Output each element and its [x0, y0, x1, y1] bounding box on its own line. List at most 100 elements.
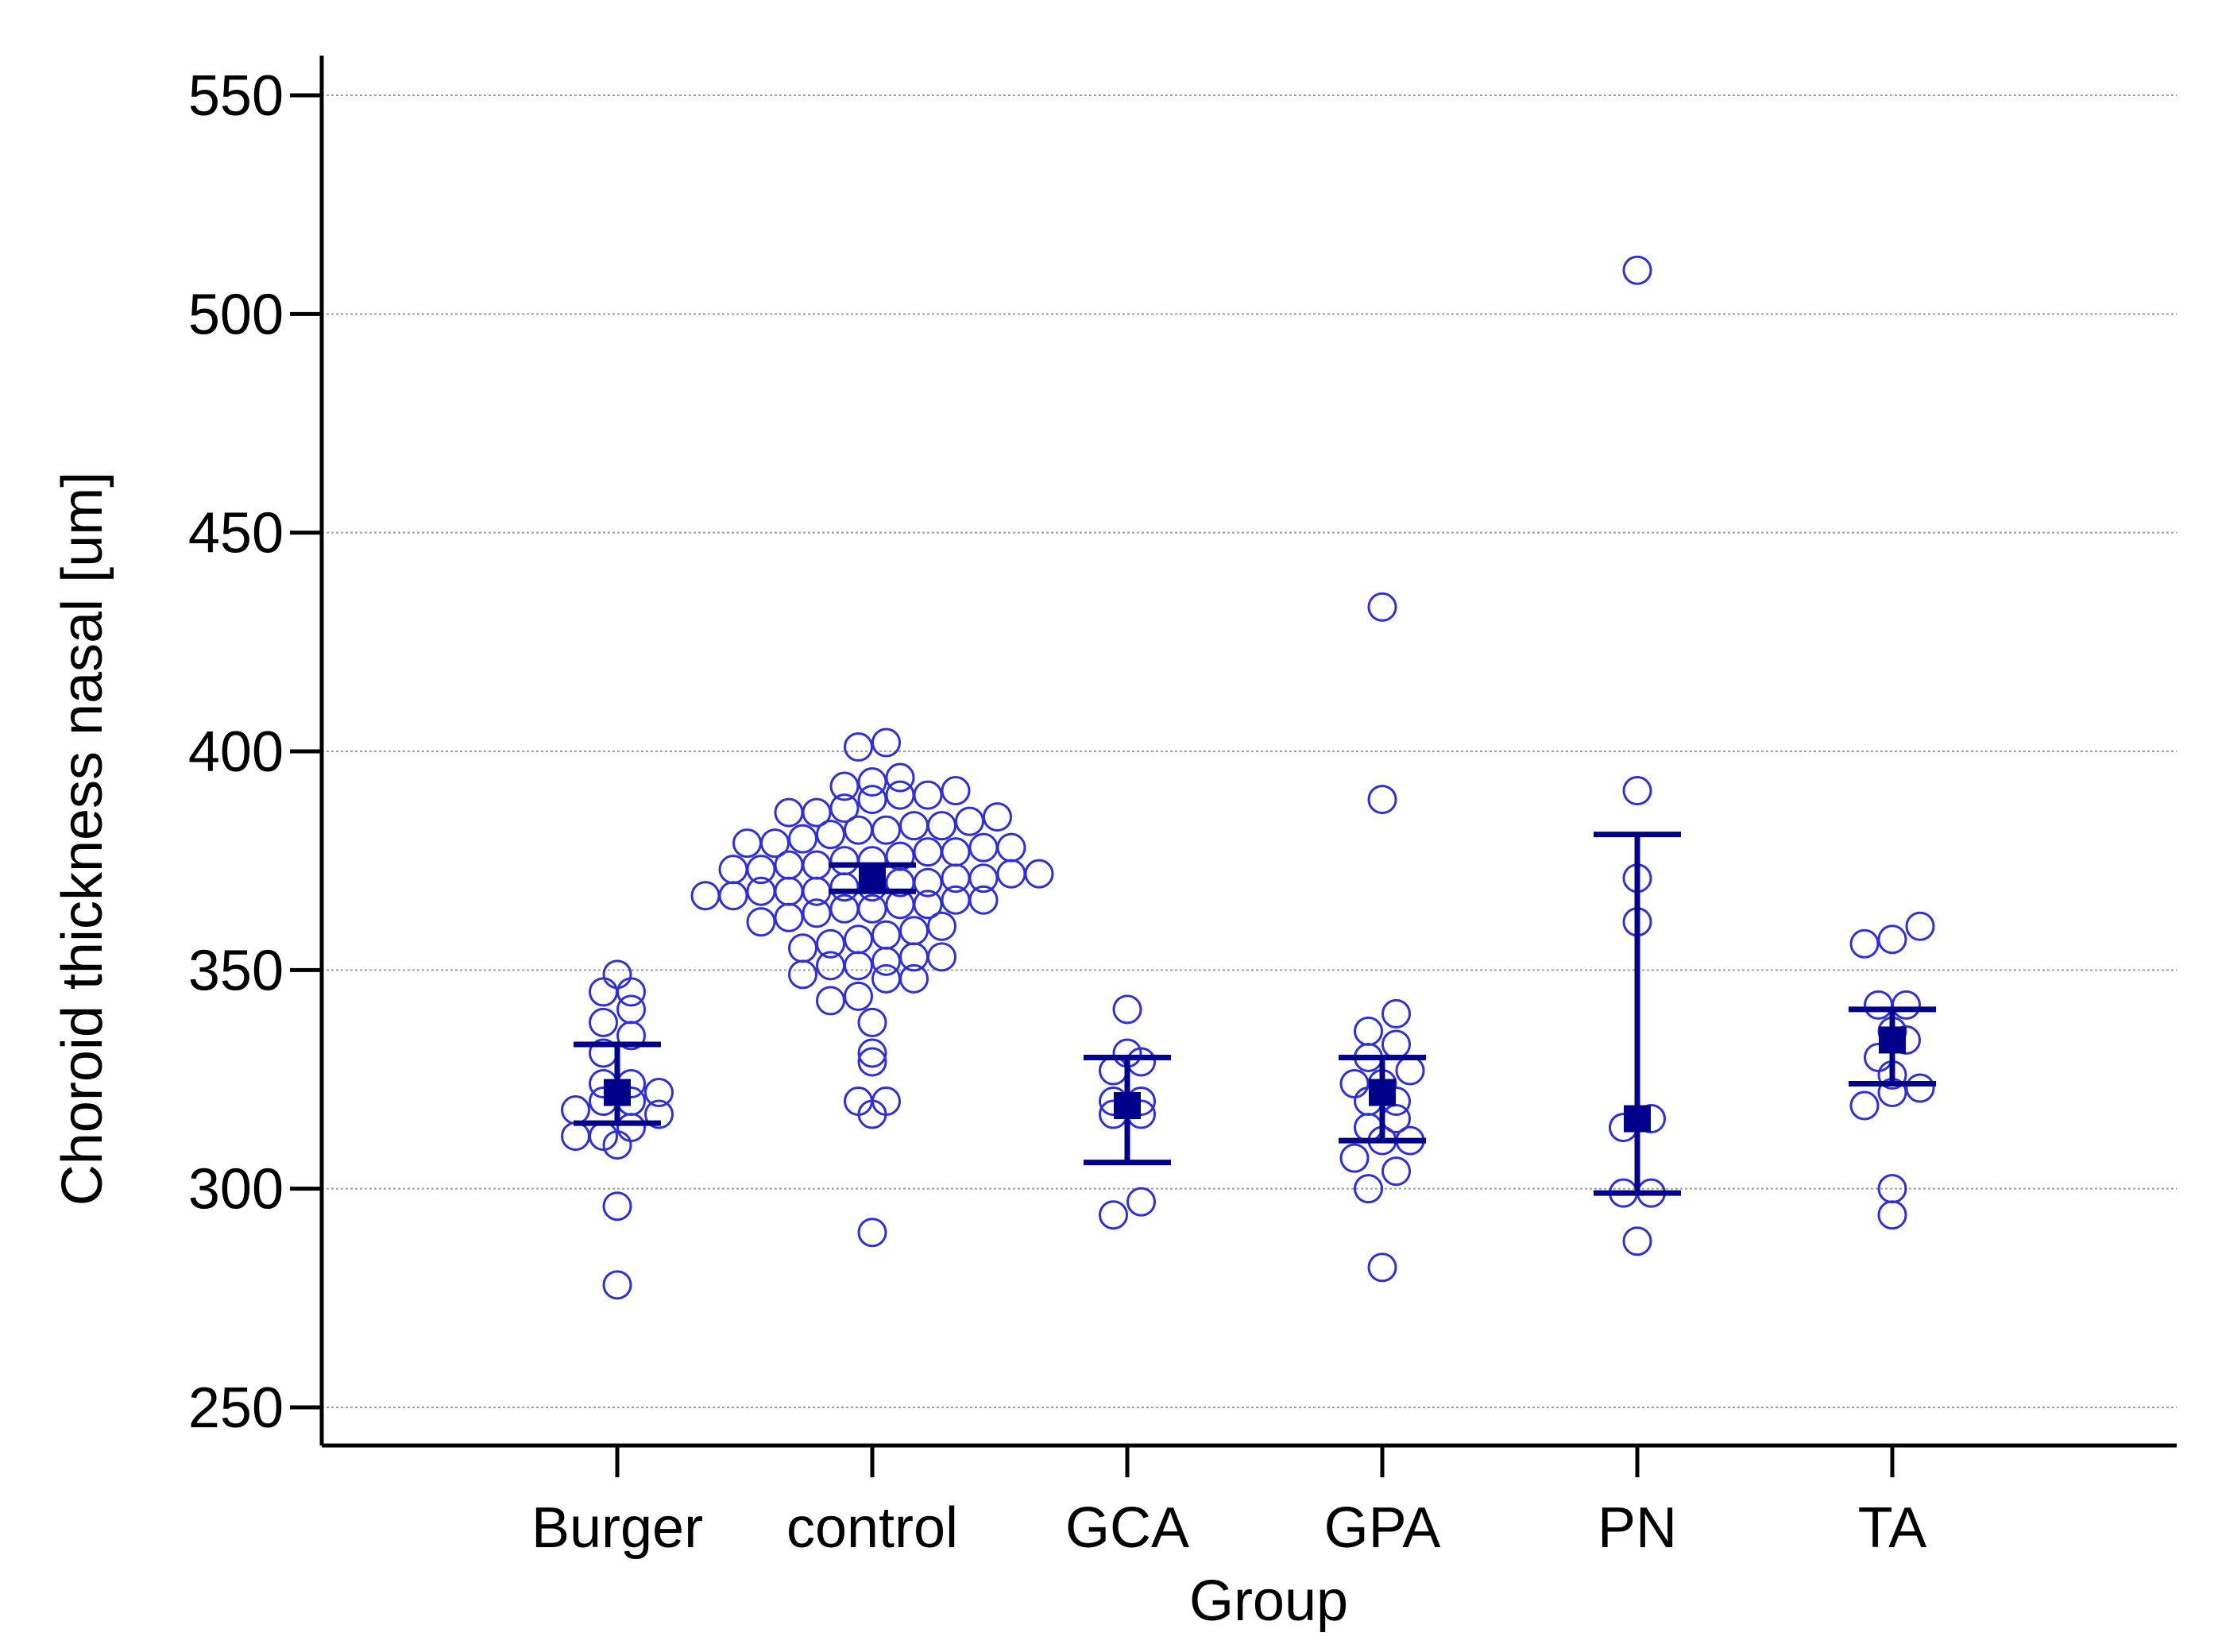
- data-point-control: [829, 771, 860, 801]
- data-point-burger: [644, 1078, 674, 1108]
- data-point-control: [955, 806, 984, 836]
- x-axis: Burger control GCA GPA PN TA: [322, 1443, 2177, 1560]
- data-point-control: [996, 832, 1026, 863]
- data-point-ta: [1891, 990, 1921, 1020]
- data-point-control: [983, 802, 1012, 832]
- data-point-control: [857, 1038, 887, 1068]
- y-axis: 250 300 350 400 450 500 550: [188, 56, 324, 1446]
- data-point-control: [913, 867, 943, 897]
- data-point-ta: [1864, 990, 1893, 1020]
- data-point-control: [927, 811, 956, 841]
- data-point-control: [816, 928, 845, 959]
- data-point-control: [857, 785, 887, 815]
- x-tick-label-burger: Burger: [531, 1496, 703, 1560]
- mean-marker-control: [859, 864, 886, 892]
- data-point-control: [746, 855, 776, 885]
- y-tick-label: 400: [188, 720, 284, 784]
- data-point-control: [774, 902, 804, 932]
- data-point-control: [927, 942, 956, 972]
- data-point-control: [1024, 859, 1054, 889]
- data-point-control: [857, 894, 887, 924]
- data-point-control: [913, 890, 943, 920]
- data-point-gpa: [1395, 1056, 1425, 1086]
- data-point-gpa: [1381, 998, 1411, 1029]
- y-tick-label: 350: [188, 939, 284, 1002]
- data-point-gpa: [1381, 1029, 1411, 1060]
- mean-marker-burger: [604, 1079, 631, 1106]
- data-point-burger: [616, 994, 646, 1025]
- x-tick-label-gpa: GPA: [1324, 1496, 1441, 1560]
- mean-marker-gca: [1114, 1092, 1141, 1120]
- data-point-burger: [561, 1095, 590, 1125]
- data-point-gpa: [1354, 1174, 1383, 1204]
- data-point-control: [857, 1007, 887, 1037]
- data-point-control: [746, 907, 776, 937]
- data-point-gca: [1126, 1187, 1156, 1217]
- data-point-control: [718, 855, 748, 885]
- data-point-gca: [1099, 1200, 1128, 1230]
- data-point-pn: [1622, 776, 1652, 806]
- data-point-control: [788, 824, 817, 854]
- data-point-control: [732, 828, 762, 859]
- y-axis-title: Choroid thickness nasal [um]: [51, 472, 114, 1206]
- data-point-burger: [602, 1191, 632, 1222]
- data-point-control: [829, 846, 860, 876]
- data-point-gca: [1112, 994, 1142, 1025]
- data-point-pn: [1622, 255, 1652, 285]
- data-point-control: [941, 776, 971, 806]
- data-point-control: [871, 728, 901, 758]
- x-tick-label-control: control: [786, 1496, 958, 1560]
- data-point-gpa: [1339, 1069, 1370, 1099]
- data-points: [561, 255, 1935, 1300]
- data-point-burger: [561, 1121, 590, 1152]
- data-point-control: [871, 1087, 901, 1117]
- data-point-control: [899, 963, 929, 994]
- y-tick-label: 550: [188, 64, 284, 128]
- data-point-ta: [1877, 1174, 1907, 1204]
- data-point-control: [968, 885, 999, 915]
- data-point-control: [774, 797, 804, 828]
- data-point-ta: [1877, 924, 1907, 955]
- data-point-control: [802, 898, 832, 928]
- data-point-control: [690, 881, 721, 911]
- data-point-ta: [1877, 1200, 1907, 1230]
- data-point-control: [718, 881, 748, 911]
- data-point-control: [760, 828, 790, 859]
- data-point-control: [857, 767, 887, 797]
- data-point-control: [857, 1218, 887, 1248]
- data-point-control: [885, 841, 915, 871]
- data-point-control: [913, 780, 943, 810]
- data-point-control: [816, 986, 845, 1016]
- data-point-control: [913, 837, 943, 867]
- data-point-gpa: [1339, 1143, 1370, 1173]
- mean-marker-gpa: [1369, 1079, 1396, 1106]
- data-point-burger: [602, 1270, 632, 1300]
- data-point-gpa: [1354, 1016, 1383, 1046]
- data-point-pn: [1622, 1226, 1652, 1256]
- data-point-control: [774, 876, 804, 906]
- data-point-control: [802, 850, 832, 880]
- data-point-control: [844, 951, 873, 981]
- data-point-burger: [589, 1007, 618, 1037]
- y-tick-label: 250: [188, 1376, 284, 1440]
- data-point-control: [829, 793, 860, 824]
- data-point-burger: [602, 959, 632, 990]
- data-point-control: [941, 837, 971, 867]
- x-tick-label-gca: GCA: [1065, 1496, 1189, 1560]
- x-tick-label-ta: TA: [1858, 1496, 1927, 1560]
- data-point-control: [871, 920, 901, 950]
- y-tick-label: 300: [188, 1158, 284, 1222]
- y-tick-label: 450: [188, 502, 284, 565]
- data-point-gpa: [1381, 1156, 1411, 1187]
- data-point-control: [857, 1047, 887, 1077]
- data-point-gpa: [1367, 592, 1397, 622]
- data-point-control: [788, 933, 817, 963]
- data-point-burger: [644, 1099, 674, 1129]
- mean-marker-ta: [1879, 1026, 1906, 1054]
- data-point-gpa: [1367, 1253, 1397, 1283]
- data-point-control: [968, 863, 999, 894]
- data-point-gpa: [1367, 785, 1397, 815]
- data-point-control: [968, 832, 999, 863]
- mean-ci-markers: [574, 832, 1936, 1196]
